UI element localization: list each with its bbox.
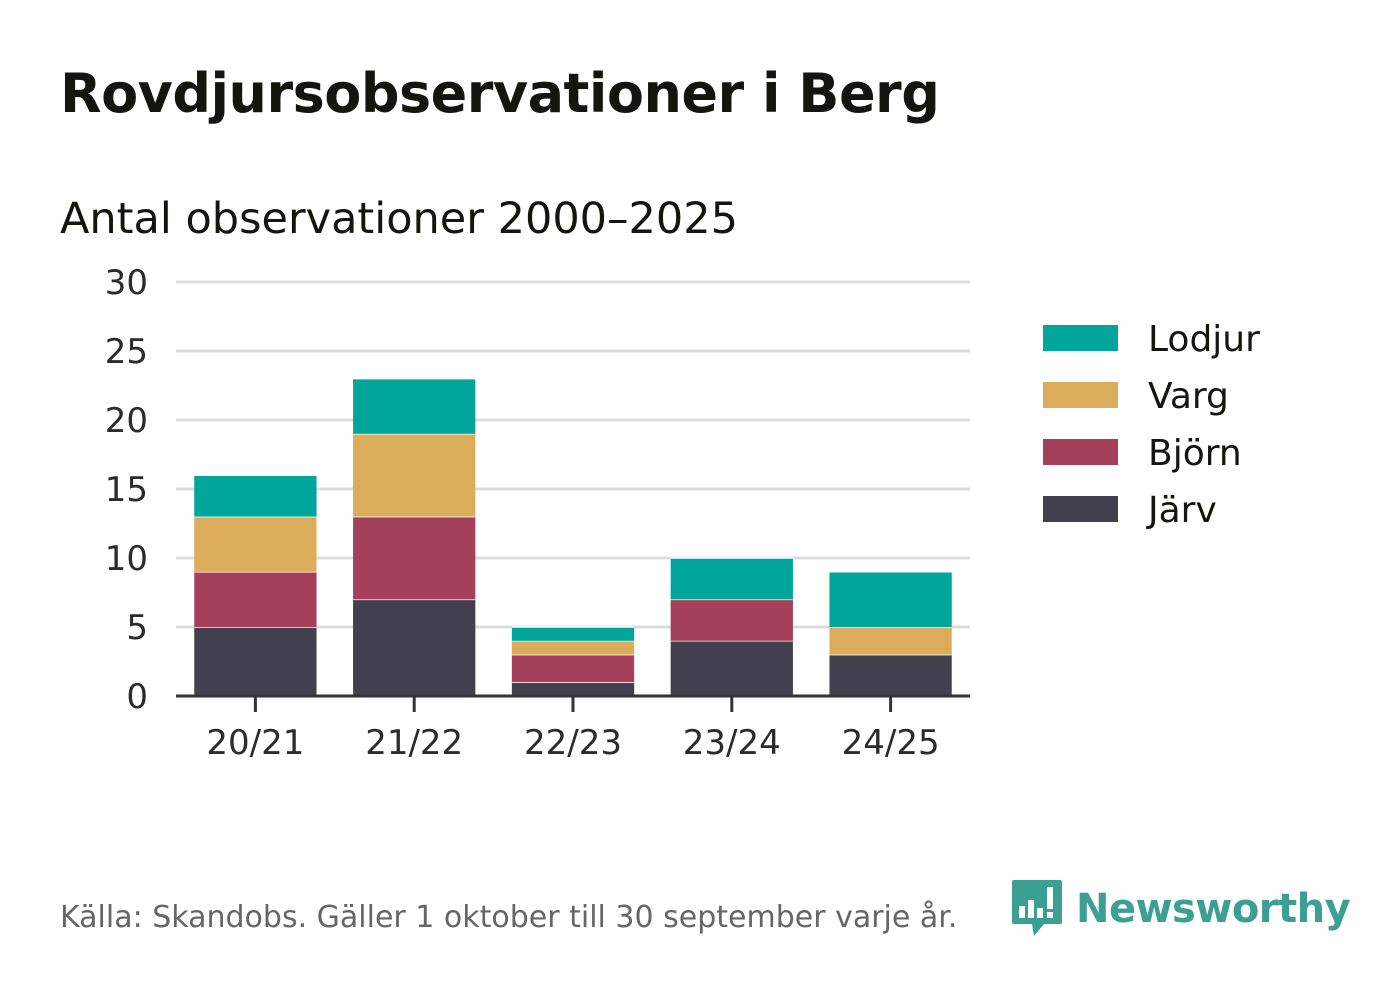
y-tick-label: 0: [126, 677, 148, 717]
bar-segment-järv: [829, 654, 952, 696]
bar-segment-lodjur: [194, 475, 317, 517]
newsworthy-logo-icon: [1012, 880, 1062, 936]
bar-segment-varg: [829, 627, 952, 655]
bar-segment-lodjur: [353, 378, 476, 434]
legend-label-varg: Varg: [1148, 376, 1229, 417]
chart-title: Rovdjursobservationer i Berg: [60, 62, 940, 125]
y-tick-label: 20: [105, 401, 148, 441]
bar-segment-björn: [194, 571, 317, 627]
bar-segment-järv: [194, 627, 317, 696]
brand-name: Newsworthy: [1076, 886, 1351, 932]
legend-label-björn: Björn: [1148, 433, 1242, 474]
bar-segment-järv: [353, 599, 476, 696]
x-tick-label: 21/22: [365, 723, 463, 763]
bar-segment-järv: [511, 682, 635, 696]
y-tick-label: 15: [105, 470, 148, 510]
x-tick-label: 22/23: [524, 723, 622, 763]
legend-label-järv: Järv: [1146, 490, 1217, 531]
bar-segment-lodjur: [829, 571, 952, 627]
x-tick-label: 20/21: [206, 723, 304, 763]
y-tick-label: 30: [105, 263, 148, 303]
chart-subtitle: Antal observationer 2000–2025: [60, 194, 738, 244]
legend-swatch-lodjur: [1043, 325, 1118, 351]
x-tick-label: 23/24: [683, 723, 781, 763]
brand-logo: Newsworthy: [1010, 878, 1351, 940]
bar-segment-lodjur: [511, 627, 635, 641]
stacked-bar-chart: 0 5 10 15 20 25 30 20/21 21/22 22/23 23/24 24/25 Lo…: [105, 263, 1260, 763]
x-tick-label: 24/25: [842, 723, 940, 763]
y-tick-label: 10: [105, 539, 148, 579]
bar-segment-björn: [511, 654, 635, 683]
bar-segment-lodjur: [670, 558, 793, 600]
bar-segment-varg: [194, 516, 317, 572]
bar-segment-björn: [670, 599, 793, 641]
bar-segment-järv: [670, 640, 793, 696]
source-note: Källa: Skandobs. Gäller 1 oktober till 3…: [60, 900, 958, 935]
legend-swatch-björn: [1043, 439, 1118, 465]
y-tick-label: 5: [126, 608, 148, 648]
legend-swatch-varg: [1043, 382, 1118, 408]
legend-label-lodjur: Lodjur: [1148, 319, 1260, 360]
bar-segment-björn: [353, 516, 476, 600]
y-tick-label: 25: [105, 332, 148, 372]
bar-segment-varg: [511, 640, 635, 655]
legend-swatch-järv: [1043, 496, 1118, 522]
bar-segment-varg: [353, 433, 476, 517]
